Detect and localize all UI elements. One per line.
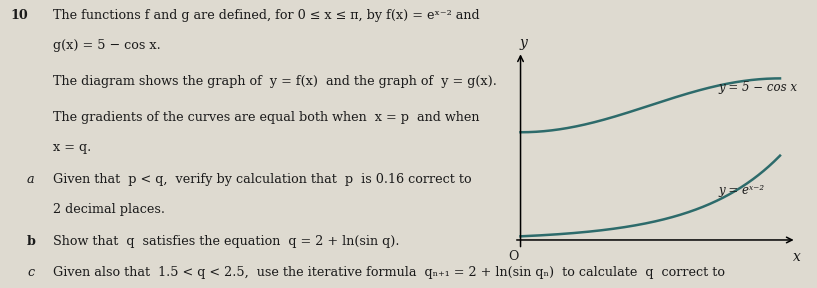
Text: y = 5 − cos x: y = 5 − cos x (719, 81, 797, 94)
Text: O: O (508, 250, 518, 263)
Text: x = q.: x = q. (53, 141, 92, 154)
Text: Given that  p < q,  verify by calculation that  p  is 0.16 correct to: Given that p < q, verify by calculation … (53, 173, 471, 186)
Text: a: a (27, 173, 34, 186)
Text: g(x) = 5 − cos x.: g(x) = 5 − cos x. (53, 39, 161, 52)
Text: y = eˣ⁻²: y = eˣ⁻² (719, 184, 765, 197)
Text: 2 decimal places.: 2 decimal places. (53, 203, 165, 216)
Text: The gradients of the curves are equal both when  x = p  and when: The gradients of the curves are equal bo… (53, 111, 480, 124)
Text: b: b (27, 235, 36, 248)
Text: c: c (27, 266, 34, 279)
Text: The functions f and g are defined, for 0 ≤ x ≤ π, by f(x) = eˣ⁻² and: The functions f and g are defined, for 0… (53, 9, 480, 22)
Text: 10: 10 (11, 9, 29, 22)
Text: y: y (519, 36, 527, 50)
Text: Given also that  1.5 < q < 2.5,  use the iterative formula  qₙ₊₁ = 2 + ln(sin qₙ: Given also that 1.5 < q < 2.5, use the i… (53, 266, 725, 279)
Text: Show that  q  satisfies the equation  q = 2 + ln(sin q).: Show that q satisfies the equation q = 2… (53, 235, 400, 248)
Text: The diagram shows the graph of  y = f(x)  and the graph of  y = g(x).: The diagram shows the graph of y = f(x) … (53, 75, 497, 88)
Text: x: x (792, 250, 801, 264)
